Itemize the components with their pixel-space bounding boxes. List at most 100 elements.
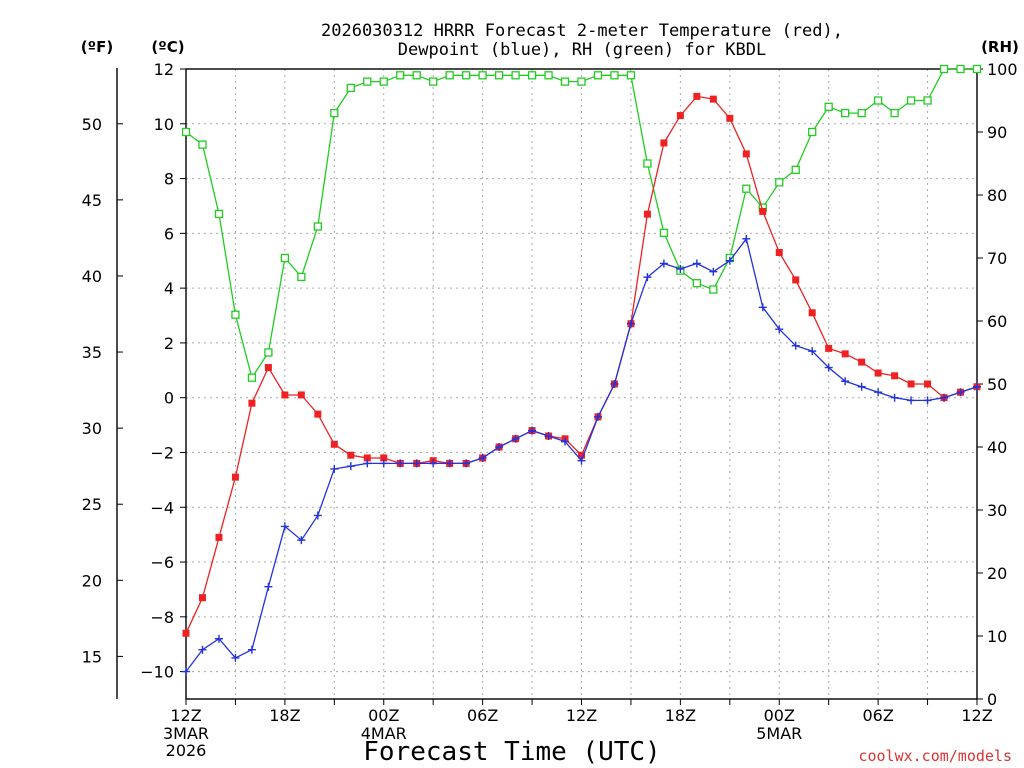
x-tick-label: 18Z (665, 706, 696, 725)
rh-point (330, 108, 339, 118)
dewpoint-point (379, 459, 388, 468)
rh-point (692, 279, 702, 288)
fahrenheit-tick-label: 25 (82, 495, 102, 514)
temperature-point (231, 473, 239, 481)
dewpoint-point (923, 396, 932, 405)
temperature-point (264, 364, 272, 372)
dewpoint-point (709, 267, 718, 276)
rh-point (214, 209, 224, 219)
rh-point (808, 127, 817, 137)
rh-point (379, 77, 388, 86)
rh-point (775, 178, 784, 187)
rh-point (626, 71, 636, 80)
rh-point (363, 77, 372, 86)
temperature-point (676, 112, 684, 120)
rh-point (445, 71, 454, 80)
dewpoint-point (940, 393, 949, 402)
dewpoint-point (247, 645, 256, 654)
rh-tick-label: 70 (987, 249, 1007, 268)
rh-point (709, 285, 718, 294)
dewpoint-point (626, 319, 635, 328)
fahrenheit-tick-label: 30 (82, 419, 102, 438)
rh-point (906, 96, 916, 105)
dewpoint-point (412, 459, 421, 468)
temperature-point (215, 533, 223, 541)
dewpoint-point (429, 459, 438, 468)
chart-title-line1: 2026030312 HRRR Forecast 2-meter Tempera… (321, 21, 843, 41)
dewpoint-point (478, 453, 487, 462)
dewpoint-point (561, 437, 570, 446)
fahrenheit-tick-label: 15 (82, 647, 102, 666)
rh-tick-label: 60 (987, 312, 1007, 331)
dewpoint-point (973, 382, 981, 391)
rh-point (972, 64, 982, 74)
rh-point (939, 64, 949, 74)
temperature-point (924, 380, 932, 388)
labels: 2026030312 HRRR Forecast 2-meter Tempera… (81, 21, 1019, 767)
dewpoint-point (742, 234, 751, 243)
temperature-point (808, 309, 816, 317)
temperature-point (858, 358, 866, 366)
rh-point (198, 140, 207, 149)
rh-point (643, 159, 652, 168)
rh-point (560, 77, 570, 86)
x-tick-label: 12Z (961, 706, 992, 725)
temperature-point (347, 451, 355, 459)
temperature-point (363, 454, 371, 462)
dewpoint-point (643, 273, 652, 282)
axes: 121086420−2−4−6−8−1050454035302520151009… (82, 60, 1018, 760)
rh-tick-label: 20 (987, 564, 1007, 583)
celsius-tick-label: −2 (150, 443, 174, 462)
x-tick-date: 4MAR (361, 724, 407, 743)
rh-point (247, 373, 257, 382)
temperature-point (330, 440, 338, 448)
dewpoint-point (577, 456, 586, 465)
dewpoint-point (495, 443, 504, 451)
fahrenheit-tick-label: 20 (82, 571, 102, 590)
rh-tick-label: 0 (987, 690, 997, 709)
temperature-point (759, 207, 767, 215)
x-tick-label: 12Z (170, 706, 201, 725)
x-tick-label: 06Z (467, 706, 498, 725)
celsius-tick-label: 12 (154, 60, 174, 79)
dewpoint-point (231, 653, 240, 662)
dewpoint-point (198, 645, 207, 654)
rh-point (610, 71, 619, 80)
rh-point (791, 165, 800, 174)
rh-point (231, 310, 240, 319)
temperature-point (825, 344, 833, 352)
rh-point (544, 71, 553, 80)
rh-point (181, 127, 191, 137)
celsius-tick-label: 10 (154, 115, 174, 134)
rh-point (857, 108, 866, 118)
x-axis-label: Forecast Time (UTC) (363, 737, 660, 767)
dewpoint-point (445, 459, 454, 468)
dewpoint-point (610, 380, 619, 388)
celsius-tick-label: 8 (164, 170, 174, 189)
temperature-point (874, 369, 882, 377)
rh-tick-label: 40 (987, 438, 1007, 457)
dewpoint-point (824, 363, 833, 372)
celsius-tick-label: 2 (164, 334, 174, 353)
temperature-point (380, 454, 388, 462)
chart-title-line2: Dewpoint (blue), RH (green) for KBDL (398, 40, 766, 60)
rh-point (412, 71, 421, 80)
series-rh (181, 64, 982, 382)
dewpoint-point (346, 462, 355, 471)
fahrenheit-tick-label: 50 (82, 115, 102, 134)
dewpoint-point (297, 536, 306, 545)
celsius-tick-label: 6 (164, 224, 174, 243)
x-tick-label: 00Z (764, 706, 795, 725)
x-tick-label: 00Z (368, 706, 399, 725)
rh-point (873, 96, 883, 105)
celsius-tick-label: −10 (140, 663, 174, 682)
rh-point (956, 64, 965, 74)
x-tick-date: 3MAR (163, 724, 209, 743)
temperature-point (742, 150, 750, 158)
rh-point (824, 102, 833, 111)
dewpoint-point (313, 511, 322, 520)
dewpoint-point (874, 388, 883, 397)
rh-tick-label: 10 (987, 627, 1007, 646)
temperature-point (792, 276, 800, 284)
